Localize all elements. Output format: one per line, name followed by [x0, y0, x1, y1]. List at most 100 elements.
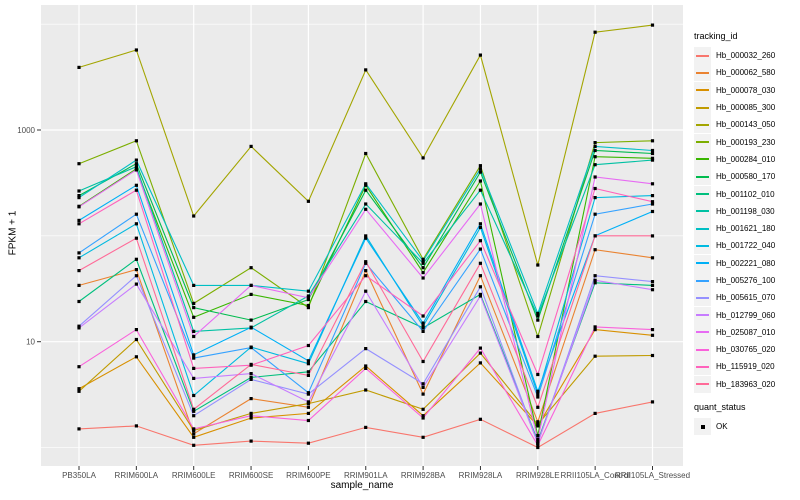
data-point: [306, 441, 310, 445]
x-tick-label: RRIM600PE: [286, 471, 330, 480]
data-point: [421, 416, 425, 420]
data-point: [593, 278, 597, 282]
legend-label: Hb_005276_100: [716, 276, 776, 285]
legend-color-items: Hb_000032_260 Hb_000062_580 Hb_000078_030 H…: [692, 47, 798, 393]
data-point: [650, 148, 655, 153]
legend-item: Hb_115919_020: [692, 358, 798, 376]
legend-item: Hb_005276_100: [692, 272, 798, 289]
data-point: [650, 200, 655, 204]
legend-item: Hb_001198_030: [692, 202, 798, 220]
data-point: [478, 351, 482, 355]
data-point: [306, 418, 310, 423]
data-point: [134, 282, 138, 286]
data-point: [593, 141, 597, 145]
data-point: [306, 298, 310, 302]
data-point: [77, 222, 81, 226]
legend-key-line: [696, 244, 709, 247]
legend-key-line: [696, 279, 709, 282]
legend-label: Hb_000062_580: [716, 68, 776, 78]
data-point: [650, 288, 655, 292]
data-point: [134, 188, 138, 192]
data-point: [478, 239, 482, 243]
y-axis-title: FPKM + 1: [7, 210, 19, 256]
legend-key-swatch: [694, 116, 711, 134]
data-point: [364, 68, 368, 72]
legend-key-swatch: [694, 306, 711, 324]
legend-key-swatch: [694, 185, 711, 203]
data-point: [421, 392, 425, 396]
legend-item: Hb_012799_060: [692, 306, 798, 324]
data-point: [650, 280, 655, 284]
data-point: [364, 347, 368, 351]
data-point: [593, 175, 597, 179]
legend-label: Hb_005615_070: [716, 293, 776, 303]
data-point: [478, 225, 482, 230]
data-point: [77, 218, 81, 222]
data-point: [536, 334, 540, 339]
x-tick-label: RRII105LA_Control: [560, 471, 630, 480]
data-point: [536, 314, 540, 318]
data-point: [650, 333, 655, 337]
legend-title-tracking-id: tracking_id: [694, 31, 738, 41]
x-tick-label: RRIM928LE: [516, 471, 560, 480]
legend-label: Hb_001198_030: [716, 206, 775, 216]
legend-item: Hb_000085_300: [692, 99, 798, 117]
data-point: [364, 366, 368, 370]
data-point: [306, 359, 310, 363]
legend-key-line: [696, 158, 709, 161]
legend-key-point: [700, 424, 705, 429]
legend-key-line: [696, 71, 709, 74]
data-point: [421, 314, 425, 318]
legend-key-line: [696, 227, 709, 230]
data-point: [364, 364, 368, 368]
data-point: [593, 248, 597, 252]
data-point: [536, 422, 540, 427]
data-point: [421, 261, 425, 265]
data-point: [77, 299, 81, 304]
legend-label: Hb_030765_020: [716, 345, 776, 355]
legend-key-swatch: [694, 418, 711, 436]
legend-label: Hb_001621_180: [716, 224, 776, 234]
data-point: [650, 283, 655, 287]
data-point: [192, 356, 196, 360]
data-point: [192, 393, 196, 398]
data-point: [478, 179, 482, 183]
data-point: [650, 256, 655, 260]
data-point: [249, 346, 253, 350]
data-point: [650, 400, 655, 404]
data-point: [249, 283, 253, 287]
legend-key-swatch: [694, 81, 711, 99]
data-point: [478, 417, 482, 421]
data-point: [421, 276, 425, 280]
legend-key-line: [696, 106, 709, 109]
legend-label: Hb_000580_170: [716, 172, 776, 182]
data-point: [192, 443, 196, 447]
gridlines: [41, 5, 683, 466]
data-point: [249, 325, 253, 329]
data-point: [650, 328, 655, 332]
axes: 10 1000 PB350LA RRIM600LA RRIM600LE RRIM600SE…: [17, 126, 690, 480]
data-point: [364, 207, 368, 211]
plot-panel: [41, 5, 683, 466]
data-point: [134, 424, 138, 428]
data-point: [249, 372, 253, 376]
data-point: [249, 318, 253, 322]
data-point: [364, 274, 368, 278]
data-point: [478, 53, 482, 57]
legend: tracking_id Hb_000032_260 Hb_000062_580 Hb…: [692, 31, 798, 436]
data-point: [306, 294, 310, 298]
data-point: [593, 155, 597, 159]
data-point: [650, 139, 655, 143]
data-point: [364, 260, 368, 264]
data-point: [249, 416, 253, 420]
data-point: [536, 405, 540, 409]
data-point: [134, 158, 138, 162]
data-point: [77, 251, 81, 255]
data-point: [421, 271, 425, 275]
legend-key-line: [696, 89, 709, 92]
data-point: [421, 359, 425, 364]
data-point: [77, 162, 81, 166]
data-point: [134, 168, 138, 172]
legend-key-line: [696, 193, 709, 196]
